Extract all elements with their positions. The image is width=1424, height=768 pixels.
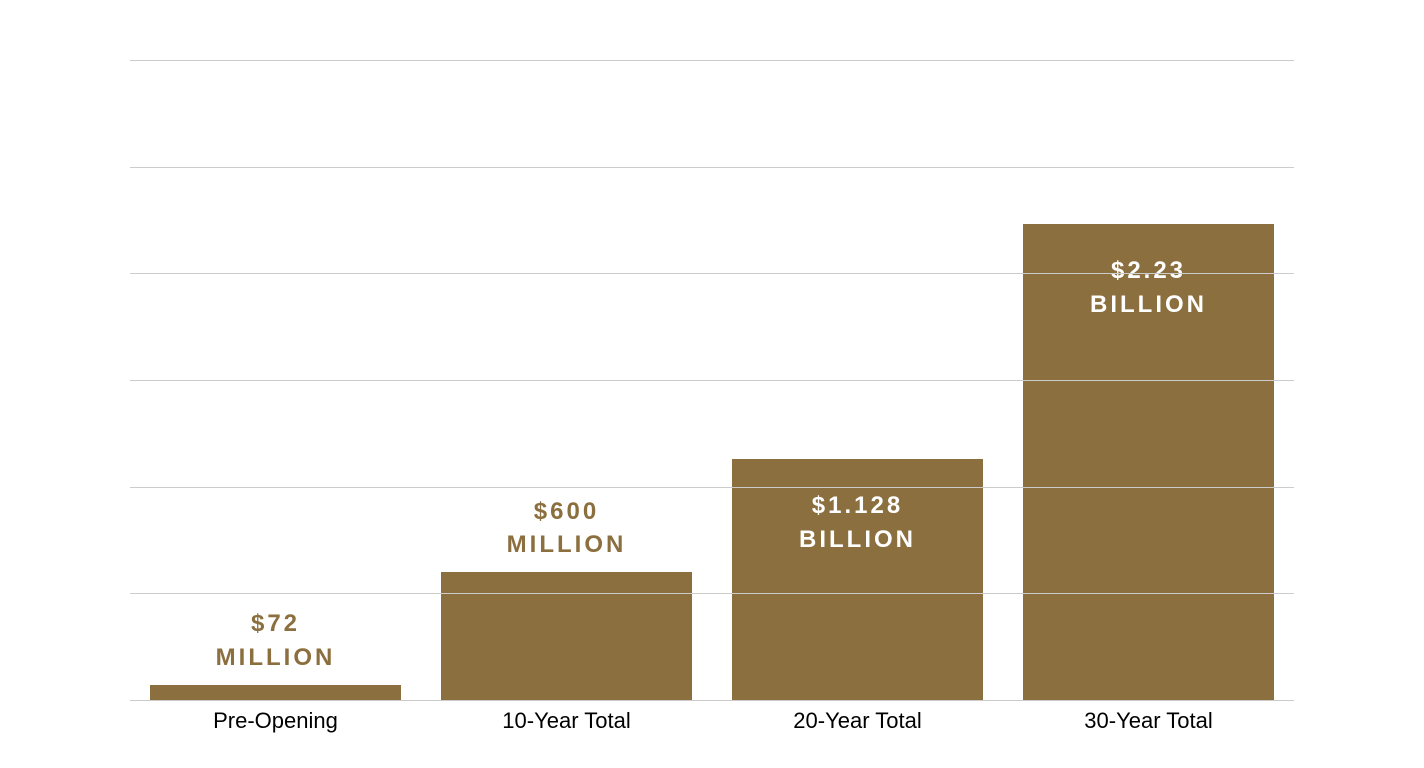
- bar-label-line2: BILLION: [1023, 288, 1273, 322]
- gridline: [130, 60, 1294, 61]
- gridline: [130, 380, 1294, 381]
- bar-label-line1: $600: [441, 495, 691, 529]
- bar-value-label: $2.23BILLION: [1023, 254, 1273, 321]
- x-axis-label: 10-Year Total: [421, 700, 712, 740]
- x-axis-labels: Pre-Opening10-Year Total20-Year Total30-…: [130, 700, 1294, 740]
- bar-label-line2: BILLION: [732, 523, 982, 557]
- bar: $600MILLION: [441, 572, 691, 700]
- gridline: [130, 487, 1294, 488]
- plot-area: $72MILLION$600MILLION$1.128BILLION$2.23B…: [130, 60, 1294, 700]
- x-axis-label: 30-Year Total: [1003, 700, 1294, 740]
- x-axis-label: Pre-Opening: [130, 700, 421, 740]
- bar: $72MILLION: [150, 685, 400, 700]
- bar-value-label: $1.128BILLION: [732, 489, 982, 556]
- bar-chart: $72MILLION$600MILLION$1.128BILLION$2.23B…: [130, 60, 1294, 700]
- bar-label-line2: MILLION: [150, 641, 400, 675]
- gridline: [130, 167, 1294, 168]
- bar-value-label: $72MILLION: [150, 607, 400, 674]
- bar-label-line1: $72: [150, 607, 400, 641]
- bar: $1.128BILLION: [732, 459, 982, 700]
- x-axis-label: 20-Year Total: [712, 700, 1003, 740]
- bar-label-line1: $2.23: [1023, 254, 1273, 288]
- bar: $2.23BILLION: [1023, 224, 1273, 700]
- gridline: [130, 273, 1294, 274]
- bar-value-label: $600MILLION: [441, 495, 691, 562]
- bar-label-line2: MILLION: [441, 528, 691, 562]
- bar-label-line1: $1.128: [732, 489, 982, 523]
- gridline: [130, 593, 1294, 594]
